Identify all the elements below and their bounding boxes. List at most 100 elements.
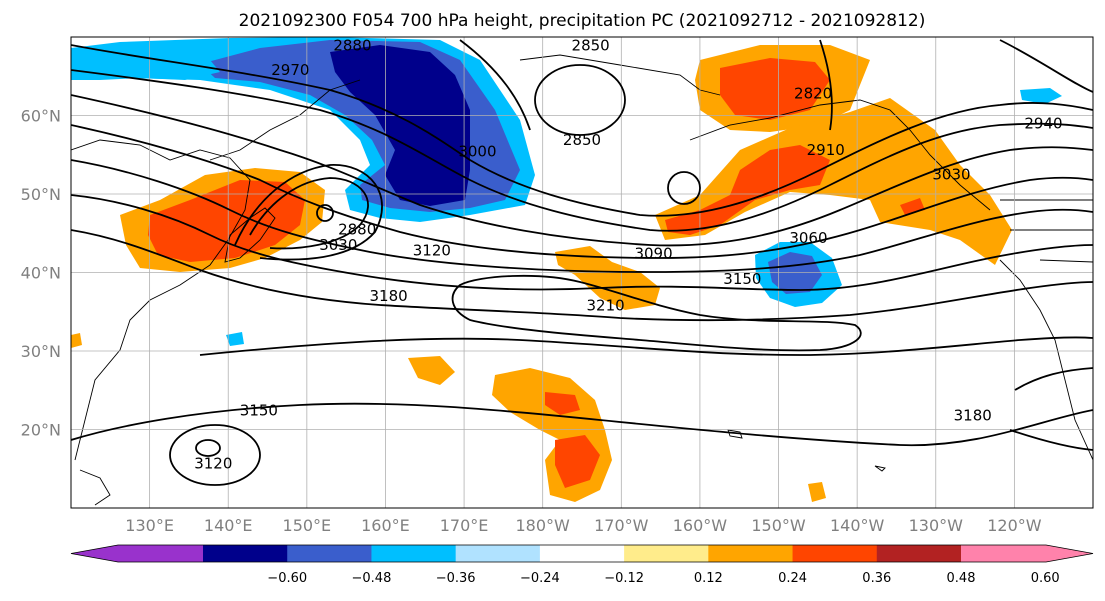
- contour-label-16: 3210: [586, 296, 624, 314]
- contour-label-6: 2910: [807, 141, 845, 159]
- shade-red-tropics-1: [545, 392, 580, 415]
- shade-orange-goa: [655, 98, 1012, 265]
- contour-3060: [71, 124, 1093, 259]
- height-contours: [71, 39, 1093, 486]
- colorbar-tick-2: −0.36: [436, 571, 476, 586]
- colorbar-tick-6: 0.24: [778, 571, 807, 586]
- contour-label-9: 2880: [338, 220, 376, 238]
- contour-label-12: 3060: [789, 229, 827, 247]
- colorbar-bin-3: [455, 545, 541, 562]
- contour-2880-north: [459, 39, 531, 131]
- gridlines: [71, 37, 1093, 508]
- contour-label-3: 2820: [794, 85, 832, 103]
- coastline-bering: [519, 54, 721, 96]
- contour-3180-south: [199, 336, 1093, 356]
- coastline-island: [874, 465, 886, 472]
- lat-label-3: 30°N: [21, 342, 61, 361]
- contour-2820-north: [819, 39, 833, 131]
- colorbar-tick-labels: −0.60 −0.48 −0.36 −0.24 −0.12 0.12 0.24 0.36 0.4…: [267, 571, 1059, 586]
- colorbar-outline: [70, 544, 1094, 563]
- latitude-labels: 60°N 50°N 40°N 30°N 20°N: [21, 107, 61, 440]
- colorbar-bin-0: [203, 545, 288, 562]
- colorbar-bin-7: [792, 545, 878, 562]
- contour-label-19: 3180: [954, 406, 992, 424]
- colorbar-extend-high: [961, 545, 1093, 562]
- shade-light-blue-west: [71, 50, 220, 80]
- colorbar-bin-6: [708, 545, 794, 562]
- coastline-hawaii: [727, 429, 743, 439]
- lon-label-0: 130°E: [125, 516, 174, 535]
- contour-3180-east-2: [1009, 429, 1093, 451]
- coastline-japan: [224, 207, 276, 263]
- shade-navy-nw: [330, 45, 470, 206]
- lon-label-5: 180°W: [516, 516, 571, 535]
- colorbar: [70, 544, 1094, 563]
- contour-2880-japan: [316, 204, 334, 222]
- colorbar-tick-7: 0.36: [862, 571, 891, 586]
- contour-label-11: 3120: [413, 242, 451, 260]
- lon-label-2: 150°E: [283, 516, 332, 535]
- contour-3120-low: [169, 424, 261, 486]
- contour-3180-east: [1014, 367, 1093, 391]
- coastlines: [71, 54, 1093, 506]
- contour-label-17: 3150: [240, 402, 278, 420]
- contour-label-7: 2940: [1024, 114, 1062, 132]
- shade-red-goa: [665, 145, 830, 235]
- coastline-aleutian: [689, 99, 991, 211]
- shade-orange-small-west: [408, 356, 455, 385]
- contour-label-14: 3150: [723, 270, 761, 288]
- lat-label-0: 60°N: [21, 107, 61, 126]
- contour-label-4: 2850: [563, 131, 601, 149]
- shade-orange-central: [555, 246, 660, 310]
- coastline-kamchatka: [209, 79, 361, 161]
- colorbar-tick-9: 0.60: [1031, 571, 1060, 586]
- lon-label-11: 120°W: [987, 516, 1042, 535]
- contour-label-8: 3030: [932, 165, 970, 183]
- contour-3090-low: [195, 439, 221, 457]
- lat-label-1: 50°N: [21, 185, 61, 204]
- contour-3150-south: [71, 402, 1093, 447]
- colorbar-bin-1: [287, 545, 372, 562]
- shade-red-japan: [148, 180, 305, 262]
- shade-blue-central: [768, 252, 822, 294]
- lon-label-1: 140°E: [204, 516, 253, 535]
- lat-label-4: 20°N: [21, 421, 61, 440]
- contour-3090: [71, 159, 1093, 273]
- contour-label-1: 2850: [572, 37, 610, 55]
- contour-label-10: 3030: [319, 236, 357, 254]
- contour-label-0: 2880: [333, 37, 371, 55]
- contour-3210: [451, 274, 862, 352]
- lat-label-2: 40°N: [21, 264, 61, 283]
- shade-orange-edge: [71, 333, 82, 348]
- shade-light-blue-ne: [1020, 88, 1062, 104]
- contour-2910-ne: [999, 39, 1093, 93]
- colorbar-tick-1: −0.48: [352, 571, 392, 586]
- shade-red-tropics-2: [555, 435, 600, 488]
- map-title: 2021092300 F054 700 hPa height, precipit…: [239, 11, 926, 31]
- coastline-north-america: [999, 259, 1093, 461]
- borders-north-america: [1000, 199, 1093, 263]
- lon-label-3: 160°E: [361, 516, 410, 535]
- contour-3030: [71, 94, 1093, 247]
- colorbar-tick-3: −0.24: [520, 571, 560, 586]
- shade-red-bering: [720, 58, 830, 120]
- shade-orange-small-east: [808, 482, 826, 502]
- colorbar-tick-4: −0.12: [604, 571, 644, 586]
- lon-label-8: 150°W: [751, 516, 806, 535]
- longitude-labels: 130°E 140°E 150°E 160°E 170°E 180°W 170°W 160°W…: [125, 516, 1041, 535]
- contour-2880-low: [667, 171, 701, 205]
- contour-label-5: 3000: [458, 143, 496, 161]
- lon-label-4: 170°E: [440, 516, 489, 535]
- lon-label-6: 170°W: [594, 516, 649, 535]
- colorbar-tick-0: −0.60: [267, 571, 307, 586]
- contour-2970: [71, 44, 1093, 217]
- colorbar-bin-2: [371, 545, 457, 562]
- colorbar-bin-4: [539, 545, 625, 562]
- colorbar-tick-8: 0.48: [947, 571, 976, 586]
- map-frame: [70, 36, 1094, 509]
- contour-3000: [71, 69, 1093, 232]
- contour-label-2: 2970: [271, 61, 309, 79]
